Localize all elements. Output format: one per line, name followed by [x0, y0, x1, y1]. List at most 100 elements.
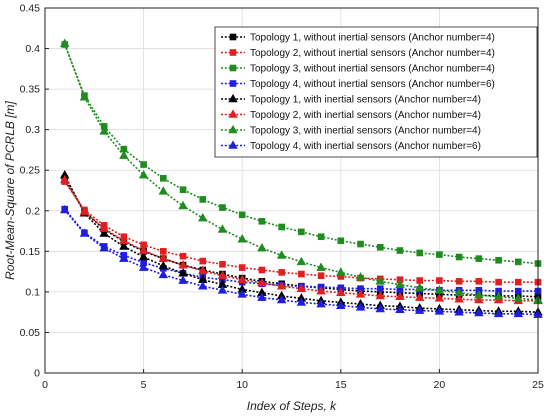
data-point: [436, 251, 443, 258]
data-point: [376, 285, 384, 292]
data-point: [455, 278, 463, 285]
data-point: [276, 281, 287, 290]
data-point: [99, 228, 109, 237]
data-point: [336, 267, 346, 276]
y-tick-label: 0.15: [20, 246, 41, 258]
data-point: [454, 294, 464, 303]
data-point: [375, 290, 385, 300]
legend-label: Topology 2, with inertial sensors (Ancho…: [250, 110, 481, 121]
data-point: [493, 291, 504, 301]
data-point: [514, 278, 522, 286]
data-point: [198, 281, 208, 290]
data-point: [79, 206, 90, 215]
series-7: [60, 38, 543, 304]
data-point: [495, 278, 502, 286]
data-point: [454, 287, 464, 297]
y-tick-label: 0.35: [20, 84, 41, 96]
legend-marker: [228, 93, 238, 103]
y-tick-label: 0.1: [25, 286, 40, 298]
data-point: [237, 289, 247, 298]
data-point: [316, 298, 326, 308]
data-point: [60, 174, 70, 184]
x-axis-label: Index of Steps, k: [247, 399, 337, 413]
x-tick-label: 10: [236, 379, 248, 391]
data-point: [140, 161, 147, 168]
legend: Topology 1, without inertial sensors (An…: [214, 26, 538, 158]
data-point: [199, 196, 207, 203]
series-8: [60, 204, 543, 318]
legend-item: Topology 3, with inertial sensors (Ancho…: [221, 124, 481, 137]
data-point: [317, 272, 325, 279]
data-point: [375, 276, 385, 285]
data-point: [298, 270, 305, 278]
data-point: [414, 292, 425, 301]
data-point: [217, 224, 228, 233]
data-point: [119, 150, 129, 159]
legend-label: Topology 4, with inertial sensors (Ancho…: [250, 141, 481, 152]
legend-marker: [229, 49, 237, 56]
data-point: [355, 272, 366, 281]
data-point: [99, 223, 109, 232]
data-point: [357, 240, 364, 248]
data-point: [474, 307, 484, 317]
data-point: [160, 175, 167, 182]
data-point: [178, 275, 188, 284]
legend-marker: [229, 80, 237, 87]
data-point: [396, 247, 404, 254]
data-point: [316, 285, 326, 295]
y-axis-label: Root-Mean-Square of PCRLB [m]: [3, 100, 17, 279]
data-point: [355, 302, 366, 311]
data-point: [434, 285, 445, 294]
data-point: [99, 242, 109, 252]
legend-marker: [229, 33, 237, 41]
data-point: [238, 264, 246, 271]
data-point: [395, 291, 405, 301]
data-point: [316, 262, 326, 271]
data-point: [219, 204, 226, 211]
data-point: [355, 289, 366, 298]
data-point: [138, 169, 149, 179]
data-point: [376, 243, 384, 251]
legend-item: Topology 2, without inertial sensors (An…: [221, 48, 495, 59]
data-point: [298, 228, 305, 236]
data-point: [99, 126, 109, 135]
data-point: [237, 234, 247, 243]
data-point: [514, 258, 522, 266]
data-point: [138, 251, 149, 261]
data-point: [158, 186, 169, 195]
data-point: [276, 294, 287, 304]
legend-item: Topology 2, with inertial sensors (Ancho…: [221, 109, 481, 121]
data-point: [160, 248, 167, 255]
axis-ticks: 0 5 10 15 20 25 0 0.05 0.1 0.15 0.2 0.25 0.3 0.35 0.4 0…: [20, 3, 544, 392]
legend-item: Topology 3, without inertial sensors (An…: [221, 64, 495, 75]
data-point: [475, 255, 483, 262]
y-tick-label: 0.05: [20, 327, 41, 339]
data-point: [434, 306, 445, 315]
series-line: [64, 179, 538, 302]
data-point: [158, 253, 169, 262]
y-tick-label: 0.4: [25, 43, 40, 55]
data-point: [79, 92, 90, 101]
data-point: [513, 293, 523, 302]
data-point: [513, 308, 523, 318]
data-point: [217, 285, 228, 294]
legend-item: Topology 1, without inertial sensors (An…: [221, 33, 495, 44]
x-tick-label: 0: [42, 379, 48, 391]
data-point: [495, 256, 502, 264]
data-point: [278, 223, 285, 231]
series-4: [61, 205, 542, 295]
legend-label: Topology 4, without inertial sensors (An…: [250, 79, 495, 90]
data-point: [336, 287, 346, 297]
data-point: [454, 307, 464, 316]
data-point: [395, 304, 405, 314]
legend-label: Topology 2, without inertial sensors (An…: [250, 48, 495, 59]
data-point: [258, 266, 266, 274]
data-point: [257, 277, 267, 287]
data-point: [474, 290, 484, 299]
legend-marker: [228, 109, 238, 118]
data-point: [336, 300, 346, 309]
x-tick-label: 5: [141, 379, 147, 391]
data-point: [395, 279, 405, 288]
data-point: [416, 249, 423, 257]
